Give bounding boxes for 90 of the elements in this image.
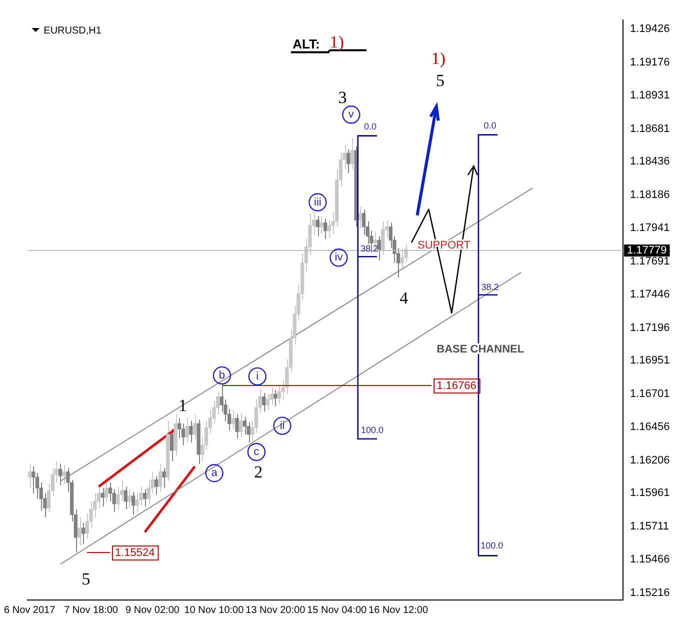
- y-tick-label: 1.17941: [630, 222, 670, 234]
- annotation: i: [256, 370, 259, 382]
- annotation: ii: [280, 420, 285, 432]
- candlestick: [274, 390, 278, 407]
- y-tick-label: 1.16206: [630, 454, 670, 466]
- candlestick: [142, 488, 147, 508]
- annotation: b: [218, 369, 226, 382]
- ref-line-label: 1.17779: [627, 244, 667, 257]
- y-tick-label: 1.15216: [630, 586, 670, 599]
- candlestick: [320, 216, 324, 234]
- candlestick: [327, 220, 332, 238]
- annotation: iv: [334, 252, 344, 264]
- y-tick-label: 1.15711: [630, 520, 669, 533]
- candlestick: [104, 476, 108, 504]
- candlestick: [350, 138, 354, 170]
- candlestick: [239, 412, 243, 438]
- candlestick: [316, 216, 320, 237]
- annotation: 38.2: [481, 282, 499, 292]
- annotation: c: [254, 446, 260, 458]
- y-tick-label: 1.15466: [630, 553, 670, 566]
- candlestick: [170, 428, 174, 462]
- annotation: ALT:: [292, 36, 320, 52]
- y-tick-label: 1.15961: [630, 487, 670, 500]
- x-tick-label: 15 Nov 04:00: [307, 604, 368, 616]
- annotation: 2: [254, 462, 263, 482]
- ref-line-label: 1.16766: [436, 380, 476, 392]
- ref-line-label: 1.15524: [114, 547, 155, 560]
- candlestick: [62, 464, 66, 484]
- y-tick-label: 1.17691: [630, 255, 670, 268]
- candlestick: [162, 467, 166, 488]
- candlestick: [262, 392, 266, 412]
- x-tick-label: 10 Nov 10:00: [184, 604, 244, 616]
- candlestick: [266, 394, 270, 411]
- annotation: 0.0: [484, 120, 496, 131]
- candlestick: [231, 410, 235, 430]
- candlestick: [108, 482, 112, 502]
- candlestick: [85, 512, 90, 540]
- y-tick-label: 1.18931: [630, 89, 670, 102]
- candlestick: [158, 463, 162, 492]
- candlestick: [28, 463, 32, 488]
- annotation: 3: [338, 88, 347, 108]
- candlestick: [185, 418, 189, 443]
- candlestick: [377, 236, 381, 261]
- candlestick: [154, 475, 158, 496]
- candlestick: [178, 418, 182, 439]
- candlestick: [189, 420, 193, 443]
- x-tick-label: 13 Nov 20:00: [246, 604, 306, 616]
- candlestick: [116, 486, 120, 510]
- x-tick-label: 9 Nov 02:00: [126, 604, 180, 616]
- x-tick-label: 6 Nov 2017: [4, 604, 56, 616]
- candlestick: [128, 488, 132, 508]
- candlestick: [78, 516, 82, 546]
- annotation: 5: [82, 569, 90, 588]
- y-tick-label: 1.18681: [630, 122, 670, 135]
- candlestick: [362, 208, 366, 236]
- annotation: a: [211, 467, 218, 480]
- annotation: 0.0: [364, 122, 377, 132]
- y-tick-label: 1.17196: [630, 322, 670, 334]
- y-tick-label: 1.18186: [630, 189, 670, 202]
- annotation: 1: [178, 396, 187, 416]
- y-tick-label: 1.19426: [630, 23, 670, 36]
- x-tick-label: 7 Nov 18:00: [64, 604, 118, 616]
- annotation: 100.0: [360, 424, 384, 435]
- text: EURUSD,H1: [44, 26, 102, 36]
- annotation: iii: [314, 196, 322, 208]
- y-tick-label: 1.16701: [630, 388, 670, 400]
- y-tick-label: 1.17446: [630, 288, 670, 300]
- annotation: 1): [431, 48, 446, 68]
- annotation: v: [348, 108, 354, 121]
- candlestick: [192, 414, 197, 440]
- x-tick-label: 16 Nov 12:00: [368, 604, 428, 616]
- y-tick-label: 1.16951: [630, 354, 670, 367]
- annotation: 100.0: [480, 540, 504, 551]
- annotation: 5: [436, 70, 444, 90]
- candlestick: [277, 384, 282, 404]
- candlestick: [235, 414, 239, 439]
- candlestick: [242, 416, 247, 435]
- candlestick: [100, 487, 104, 508]
- y-tick-label: 1.18436: [630, 156, 670, 168]
- y-tick-label: 1.19176: [630, 56, 670, 69]
- candlestick: [124, 486, 128, 510]
- annotation: 38.2: [360, 244, 378, 254]
- candlestick: [346, 148, 350, 174]
- candlestick: [82, 522, 86, 545]
- candlestick: [131, 491, 136, 516]
- annotation: 4: [400, 288, 409, 308]
- annotation: 1): [330, 32, 344, 52]
- candlestick: [324, 218, 328, 240]
- candlestick: [135, 492, 139, 513]
- y-tick-label: 1.16456: [630, 420, 670, 433]
